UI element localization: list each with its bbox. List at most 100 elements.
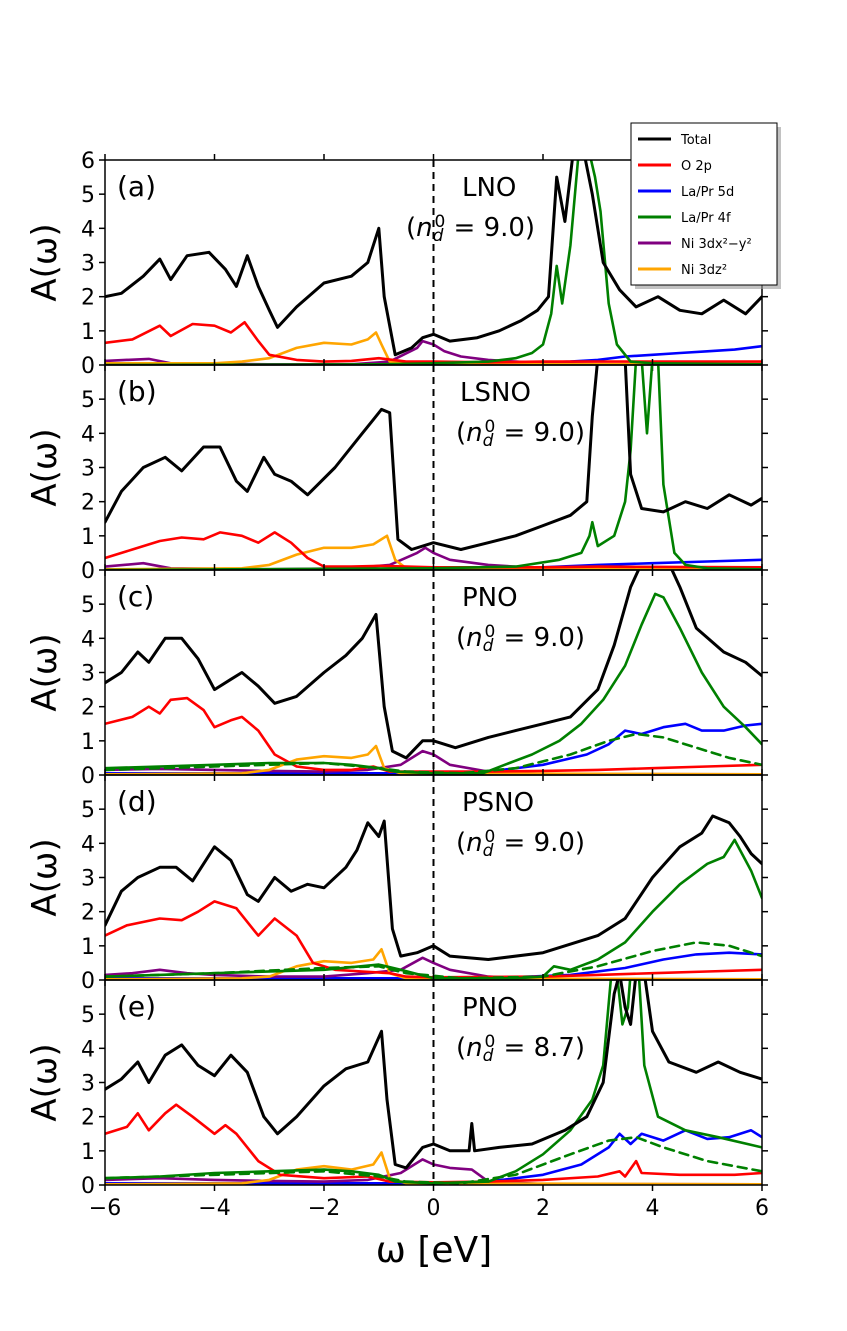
x-tick-label: 4 — [646, 1196, 660, 1221]
series-o2p-line — [105, 1103, 762, 1184]
nd-label-part: d — [483, 841, 494, 861]
series-total-line — [105, 980, 762, 1170]
nd-label-part: ( — [456, 828, 466, 858]
panel-tag: (d) — [117, 785, 157, 818]
x-tick-label: −6 — [89, 1196, 121, 1221]
x-tick-label: 0 — [427, 1196, 441, 1221]
nd-label-part: n — [466, 828, 482, 858]
y-tick-label: 1 — [81, 1140, 95, 1165]
panel-tag: (b) — [117, 375, 157, 408]
nd-label-part: 0 — [484, 1032, 495, 1052]
y-tick-label: 5 — [81, 1003, 95, 1028]
legend-label-la5d: La/Pr 5d — [681, 185, 734, 200]
y-tick-label: 2 — [81, 286, 95, 311]
y-tick-label: 1 — [81, 935, 95, 960]
y-tick-label: 1 — [81, 320, 95, 345]
nd-label-part: 0 — [484, 827, 495, 847]
nd-label: (nd0 = 9.0) — [456, 417, 585, 451]
series-la5d-line — [105, 951, 762, 980]
y-tick-label: 3 — [81, 252, 95, 277]
series-la4f-line — [105, 980, 762, 1185]
material-label: LSNO — [460, 378, 531, 408]
legend-label-total: Total — [680, 133, 711, 148]
nd-label-part: = 9.0) — [495, 828, 585, 858]
nd-label-part: = 9.0) — [495, 418, 585, 448]
nd-label-part: n — [466, 418, 482, 448]
nd-label-part: ( — [406, 213, 416, 243]
y-tick-label: 2 — [81, 901, 95, 926]
series-total-line — [105, 570, 762, 760]
y-tick-label: 5 — [81, 798, 95, 823]
y-tick-label: 0 — [81, 559, 95, 584]
y-axis-label: A(ω) — [25, 428, 65, 506]
nd-label-part: 0 — [434, 212, 445, 232]
y-tick-label: 2 — [81, 1106, 95, 1131]
y-axis-label: A(ω) — [25, 1043, 65, 1121]
nd-label-part: ( — [456, 1033, 466, 1063]
series-o2p-line — [105, 321, 762, 364]
series-nix2-line — [105, 956, 762, 980]
x-tick-label: 2 — [536, 1196, 550, 1221]
y-tick-label: 4 — [81, 422, 95, 447]
nd-label-part: 0 — [484, 622, 495, 642]
series-total-line — [105, 814, 762, 961]
series-total-line — [105, 365, 762, 551]
nd-label-part: = 9.0) — [445, 213, 535, 243]
y-tick-label: 0 — [81, 354, 95, 379]
material-label: LNO — [462, 173, 516, 203]
nd-label: (nd0 = 9.0) — [456, 622, 585, 656]
y-tick-label: 0 — [81, 969, 95, 994]
nd-label-part: d — [483, 636, 494, 656]
nd-label-part: n — [416, 213, 432, 243]
nd-label-part: n — [466, 1033, 482, 1063]
y-tick-label: 1 — [81, 730, 95, 755]
nd-label-part: d — [433, 226, 444, 246]
x-tick-label: −4 — [198, 1196, 230, 1221]
y-tick-label: 3 — [81, 867, 95, 892]
y-tick-label: 0 — [81, 1174, 95, 1199]
series-la4f-dashed-line — [105, 1135, 762, 1185]
y-tick-label: 4 — [81, 217, 95, 242]
series-o2p-line — [105, 900, 762, 979]
y-tick-label: 3 — [81, 457, 95, 482]
y-tick-label: 5 — [81, 593, 95, 618]
x-tick-label: 6 — [755, 1196, 769, 1221]
y-axis-label: A(ω) — [25, 633, 65, 711]
material-label: PSNO — [462, 788, 534, 818]
panel-tag: (a) — [117, 170, 156, 203]
y-tick-label: 1 — [81, 525, 95, 550]
y-axis-label: A(ω) — [25, 838, 65, 916]
panel-series — [105, 814, 762, 980]
panel-series — [105, 980, 762, 1185]
panel-series — [105, 160, 762, 365]
nd-label-part: 0 — [484, 417, 495, 437]
legend-label-o2p: O 2p — [681, 159, 712, 174]
nd-label-part: n — [466, 623, 482, 653]
series-la4f-line — [105, 592, 762, 775]
y-tick-label: 4 — [81, 832, 95, 857]
y-tick-label: 4 — [81, 627, 95, 652]
legend-box — [630, 122, 778, 286]
legend: Total O 2p La/Pr 5d La/Pr 4f Ni 3dx²−y² Ni 3d… — [630, 122, 781, 289]
x-axis-label: ω [eV] — [376, 1230, 492, 1271]
nd-label-part: d — [483, 1046, 494, 1066]
material-label: PNO — [462, 993, 518, 1023]
legend-label-la4f: La/Pr 4f — [681, 211, 731, 226]
panel-series — [105, 365, 762, 570]
series-la4f-line — [105, 838, 762, 980]
y-tick-label: 0 — [81, 764, 95, 789]
y-tick-label: 6 — [81, 149, 95, 174]
x-tick-label: −2 — [308, 1196, 340, 1221]
series-niz2-line — [105, 534, 762, 570]
panel-tag: (e) — [117, 990, 156, 1023]
series-o2p-line — [105, 696, 762, 773]
y-tick-label: 3 — [81, 662, 95, 687]
panel-tag: (c) — [117, 580, 154, 613]
y-tick-label: 2 — [81, 491, 95, 516]
